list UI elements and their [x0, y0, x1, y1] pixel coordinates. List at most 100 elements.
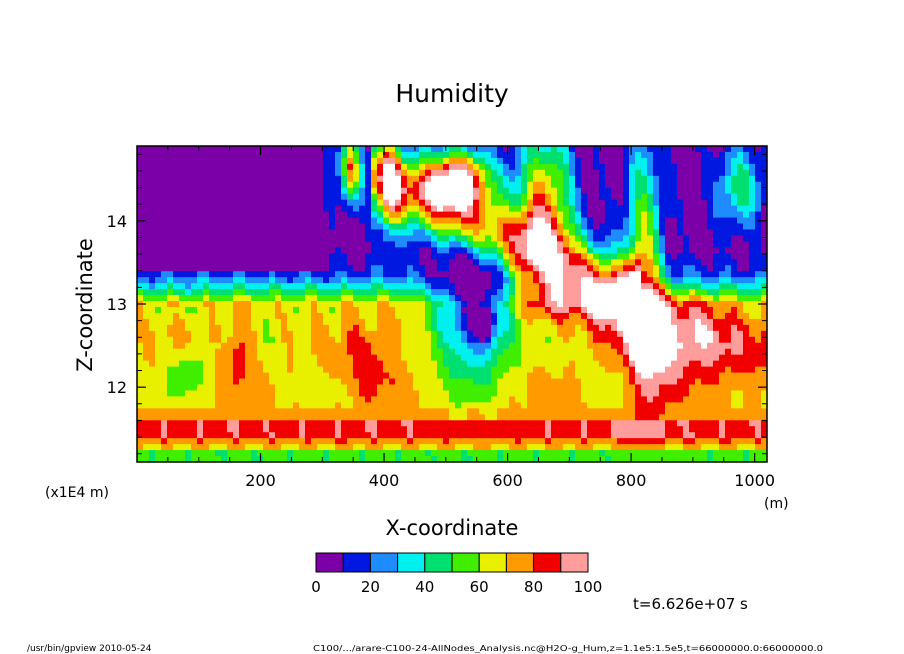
heat-cell — [689, 295, 696, 302]
heat-cell — [443, 366, 450, 374]
heat-cell — [533, 330, 540, 338]
heat-cell — [401, 324, 408, 332]
heat-cell — [671, 318, 678, 326]
heat-cell — [317, 271, 324, 278]
heat-cell — [503, 205, 510, 213]
heat-cell — [185, 301, 192, 308]
heat-cell — [515, 384, 522, 392]
heat-cell — [647, 390, 654, 398]
heat-cell — [311, 330, 318, 338]
heat-cell — [521, 241, 528, 248]
heat-cell — [293, 223, 300, 231]
heat-cell — [341, 229, 348, 237]
heat-cell — [617, 342, 624, 350]
heat-cell — [263, 163, 270, 171]
heat-cell — [695, 360, 702, 368]
heat-cell — [359, 277, 366, 284]
heat-cell — [491, 157, 498, 165]
heat-cell — [611, 438, 618, 445]
heat-cell — [155, 229, 162, 237]
heat-cell — [299, 354, 306, 362]
heat-cell — [311, 378, 318, 386]
heat-cell — [137, 456, 144, 462]
heat-cell — [365, 426, 372, 433]
heat-cell — [203, 157, 210, 165]
heat-cell — [569, 205, 576, 213]
heat-cell — [461, 301, 468, 308]
heat-cell — [389, 157, 396, 165]
heat-cell — [245, 211, 252, 219]
heat-cell — [455, 253, 462, 260]
heat-cell — [557, 342, 564, 350]
heat-cell — [197, 318, 204, 326]
heat-cell — [497, 181, 504, 189]
heat-cell — [173, 253, 180, 260]
heat-cell — [335, 450, 342, 457]
heat-cell — [509, 444, 516, 451]
heat-cell — [347, 456, 354, 462]
heat-cell — [551, 265, 558, 272]
heat-cell — [683, 223, 690, 231]
heat-cell — [257, 402, 264, 409]
heat-cell — [293, 306, 300, 314]
heat-cell — [677, 384, 684, 392]
heat-cell — [341, 432, 348, 439]
heat-cell — [587, 408, 594, 415]
heat-cell — [671, 426, 678, 433]
heat-cell — [497, 312, 504, 320]
heat-cell — [185, 247, 192, 254]
heat-cell — [449, 211, 456, 219]
heat-cell — [179, 450, 186, 457]
heat-cell — [269, 432, 276, 439]
heat-cell — [611, 146, 618, 153]
heat-cell — [191, 199, 198, 207]
heat-cell — [527, 146, 534, 153]
heat-cell — [293, 426, 300, 433]
heat-cell — [305, 318, 312, 326]
heat-cell — [347, 295, 354, 302]
heat-cell — [191, 450, 198, 457]
heat-cell — [581, 289, 588, 296]
heat-cell — [521, 366, 528, 374]
heat-cell — [191, 390, 198, 398]
heat-cell — [323, 318, 330, 326]
heat-cell — [449, 205, 456, 213]
heat-cell — [479, 324, 486, 332]
heat-cell — [239, 271, 246, 278]
heat-cell — [287, 384, 294, 392]
heat-cell — [659, 348, 666, 356]
heat-cell — [689, 259, 696, 266]
heat-cell — [461, 283, 468, 290]
heat-cell — [149, 146, 156, 153]
heat-cell — [419, 366, 426, 374]
heat-cell — [503, 157, 510, 165]
heat-cell — [137, 265, 144, 272]
heat-cell — [299, 175, 306, 183]
heat-cell — [293, 324, 300, 332]
heat-cell — [695, 456, 702, 462]
heat-cell — [641, 348, 648, 356]
heat-cell — [485, 402, 492, 409]
heat-cell — [671, 324, 678, 332]
heat-cell — [149, 372, 156, 380]
heat-cell — [467, 390, 474, 398]
heat-cell — [503, 318, 510, 326]
heat-cell — [395, 289, 402, 296]
heat-cell — [383, 330, 390, 338]
heat-cell — [371, 372, 378, 380]
heat-cell — [227, 444, 234, 451]
heat-cell — [215, 175, 222, 183]
heat-cell — [407, 241, 414, 248]
heat-cell — [251, 223, 258, 231]
heat-cell — [659, 342, 666, 350]
heat-cell — [149, 360, 156, 368]
heat-cell — [383, 420, 390, 427]
heat-cell — [665, 199, 672, 207]
heat-cell — [653, 354, 660, 362]
heat-cell — [275, 181, 282, 189]
heat-cell — [623, 456, 630, 462]
heat-cell — [503, 348, 510, 356]
heat-cell — [305, 348, 312, 356]
heat-cell — [677, 235, 684, 242]
heat-cell — [161, 187, 168, 195]
